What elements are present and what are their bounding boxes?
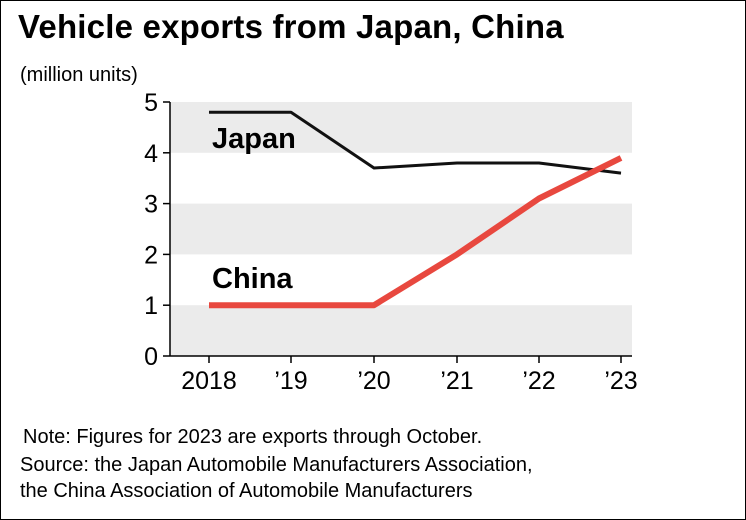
grid-band	[170, 305, 632, 356]
grid-band	[170, 102, 632, 153]
footnote: Note: Figures for 2023 are exports throu…	[23, 426, 483, 448]
x-tick-label: ’23	[604, 367, 637, 395]
y-tick-label: 0	[144, 343, 158, 371]
x-tick-label: ’22	[522, 367, 555, 395]
chart-footer: Note: Figures for 2023 are exports throu…	[20, 424, 533, 504]
y-tick-label: 3	[144, 191, 158, 219]
chart-axes	[169, 102, 632, 357]
y-axis-unit-label: (million units)	[20, 64, 138, 86]
series-line-japan	[209, 110, 622, 175]
x-tick-label: ’21	[440, 367, 473, 395]
x-tick-label: ’19	[274, 367, 307, 395]
series-line-china	[209, 155, 623, 309]
background-bands	[170, 102, 632, 356]
x-axis-ticks: 2018 ’19 ’20 ’21 ’22 ’23	[181, 356, 638, 395]
chart-title: Vehicle exports from Japan, China	[18, 8, 564, 45]
y-tick-label: 2	[144, 241, 158, 269]
source-line-1: Source: the Japan Automobile Manufacture…	[20, 454, 533, 476]
y-tick-label: 1	[144, 292, 158, 320]
series-label-japan: Japan	[212, 123, 296, 155]
source-line-2: the China Association of Automobile Manu…	[20, 480, 473, 502]
x-tick-label: ’20	[357, 367, 390, 395]
x-tick-label: 2018	[181, 367, 237, 395]
series-label-china: China	[212, 263, 293, 295]
y-tick-label: 5	[144, 89, 158, 117]
series-lines	[208, 110, 623, 309]
y-axis-ticks: 0 1 2 3 4 5	[144, 89, 170, 371]
series-labels: Japan China	[212, 123, 296, 295]
grid-band	[170, 203, 632, 255]
y-tick-label: 4	[144, 140, 158, 168]
